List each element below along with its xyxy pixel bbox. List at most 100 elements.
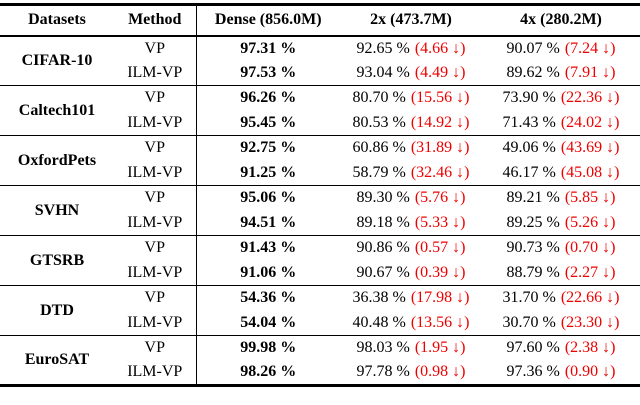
dense-accuracy: 54.36 % xyxy=(240,289,297,307)
table-row: ILM-VP 94.51 % 89.18 % (5.33 ↓) 89.25 % (5… xyxy=(0,210,640,236)
table-row: ILM-VP 91.06 % 90.67 % (0.39 ↓) 88.79 % (2… xyxy=(0,260,640,286)
2x-accuracy-cell: 40.48 % (13.56 ↓) xyxy=(340,311,482,336)
2x-accuracy-cell: 89.30 % (5.76 ↓) xyxy=(340,186,482,211)
4x-accuracy: 89.21 % xyxy=(506,189,560,207)
4x-accuracy-cell: 97.60 % (2.38 ↓) xyxy=(482,336,640,361)
2x-accuracy: 80.70 % xyxy=(352,89,406,107)
table-row: ILM-VP 98.26 % 97.78 % (0.98 ↓) 97.36 % (0… xyxy=(0,360,640,386)
4x-accuracy-cell: 73.90 % (22.36 ↓) xyxy=(482,86,640,111)
table-row: ILM-VP 95.45 % 80.53 % (14.92 ↓) 71.43 %(… xyxy=(0,110,640,136)
header-datasets: Datasets xyxy=(28,11,86,29)
dense-accuracy: 91.25 % xyxy=(240,163,297,181)
4x-accuracy-cell: 88.79 % (2.27 ↓) xyxy=(482,261,640,286)
2x-accuracy-cell: 92.65 % (4.66 ↓) xyxy=(340,36,482,61)
2x-accuracy-cell: 90.67 % (0.39 ↓) xyxy=(340,261,482,286)
2x-drop: (0.39 ↓) xyxy=(414,263,466,281)
dataset-name: GTSRB xyxy=(29,251,85,269)
2x-accuracy-cell: 98.03 % (1.95 ↓) xyxy=(340,336,482,361)
2x-drop: (17.98 ↓) xyxy=(410,289,470,307)
2x-accuracy: 89.18 % xyxy=(356,213,410,231)
2x-accuracy: 40.48 % xyxy=(352,313,406,331)
4x-accuracy: 90.07 % xyxy=(506,39,560,57)
4x-accuracy-cell: 30.70 % (23.30 ↓) xyxy=(482,311,640,336)
2x-accuracy-cell: 36.38 % (17.98 ↓) xyxy=(340,286,482,311)
4x-accuracy-cell: 89.25 % (5.26 ↓) xyxy=(482,211,640,236)
4x-drop: (7.91 ↓) xyxy=(564,63,616,81)
dense-accuracy: 99.98 % xyxy=(240,339,297,357)
table-row: EuroSAT VP 99.98 % 98.03 % (1.95 ↓) 97.60… xyxy=(0,335,640,368)
method-label: VP xyxy=(114,85,197,111)
paper-table-figure: Datasets Method Dense (856.0M) 2x (473.7… xyxy=(0,3,640,387)
method-label: ILM-VP xyxy=(114,310,197,336)
4x-drop: (24.02 ↓) xyxy=(560,113,620,131)
4x-accuracy: 49.06 % xyxy=(502,139,556,157)
2x-accuracy: 58.79 % xyxy=(352,163,406,181)
4x-accuracy: 71.43 % xyxy=(502,113,556,131)
table-row: CIFAR-10 VP 97.31 % 92.65 % (4.66 ↓) 90.0… xyxy=(0,35,640,69)
table-row: GTSRB VP 91.43 % 90.86 % (0.57 ↓) 90.73 %… xyxy=(0,235,640,269)
2x-drop: (4.49 ↓) xyxy=(414,63,466,81)
2x-drop: (14.92 ↓) xyxy=(410,113,470,131)
header-method: Method xyxy=(114,4,197,36)
2x-accuracy: 98.03 % xyxy=(356,339,410,357)
method-label: VP xyxy=(114,335,197,361)
method-label: VP xyxy=(114,285,197,311)
method-label: ILM-VP xyxy=(114,260,197,286)
4x-accuracy: 46.17 % xyxy=(502,163,556,181)
dataset-name: Caltech101 xyxy=(18,101,96,119)
4x-drop: (5.85 ↓) xyxy=(564,189,616,207)
4x-drop: (0.70 ↓) xyxy=(564,239,616,257)
4x-drop: (2.38 ↓) xyxy=(564,339,616,357)
header-4x: 4x (280.2M) xyxy=(520,11,602,29)
2x-accuracy-cell: 90.86 % (0.57 ↓) xyxy=(340,236,482,261)
table-row: ILM-VP 91.25 % 58.79 % (32.46 ↓) 46.17 %(… xyxy=(0,160,640,186)
2x-accuracy-cell: 58.79 % (32.46 ↓) xyxy=(340,161,482,186)
dense-accuracy: 91.43 % xyxy=(240,239,297,257)
2x-accuracy: 80.53 % xyxy=(352,113,406,131)
table-row: SVHN VP 95.06 % 89.30 % (5.76 ↓) 89.21 %(… xyxy=(0,185,640,219)
method-label: VP xyxy=(114,135,197,161)
table-row: ILM-VP 54.04 % 40.48 % (13.56 ↓) 30.70 %(… xyxy=(0,310,640,336)
2x-accuracy-cell: 93.04 % (4.49 ↓) xyxy=(340,61,482,86)
2x-drop: (0.98 ↓) xyxy=(414,363,466,381)
results-table: Datasets Method Dense (856.0M) 2x (473.7… xyxy=(0,3,640,387)
4x-drop: (0.90 ↓) xyxy=(564,363,616,381)
4x-drop: (22.36 ↓) xyxy=(560,89,620,107)
method-label: VP xyxy=(114,35,197,61)
4x-accuracy-cell: 89.62 % (7.91 ↓) xyxy=(482,61,640,86)
4x-accuracy: 97.36 % xyxy=(506,363,560,381)
2x-drop: (15.56 ↓) xyxy=(410,89,470,107)
2x-drop: (31.89 ↓) xyxy=(410,139,470,157)
dense-accuracy: 94.51 % xyxy=(240,213,297,231)
4x-accuracy-cell: 31.70 % (22.66 ↓) xyxy=(482,286,640,311)
2x-drop: (0.57 ↓) xyxy=(414,239,466,257)
4x-accuracy-cell: 90.07 % (7.24 ↓) xyxy=(482,36,640,61)
4x-drop: (23.30 ↓) xyxy=(560,313,620,331)
dataset-name: OxfordPets xyxy=(17,151,97,169)
2x-accuracy: 93.04 % xyxy=(356,63,410,81)
method-label: ILM-VP xyxy=(114,60,197,86)
dataset-name: EuroSAT xyxy=(24,351,90,368)
table-row: Caltech101 VP 96.26 % 80.70 % (15.56 ↓) 7… xyxy=(0,85,640,119)
4x-accuracy: 89.62 % xyxy=(506,63,560,81)
dense-accuracy: 54.04 % xyxy=(240,313,297,331)
dataset-name: SVHN xyxy=(34,201,80,219)
2x-accuracy: 36.38 % xyxy=(352,289,406,307)
method-label: VP xyxy=(114,235,197,261)
header-2x: 2x (473.7M) xyxy=(370,11,452,29)
4x-drop: (2.27 ↓) xyxy=(564,263,616,281)
header-row: Datasets Method Dense (856.0M) 2x (473.7… xyxy=(0,4,640,36)
dataset-name: CIFAR-10 xyxy=(21,51,93,69)
4x-accuracy-cell: 89.21 % (5.85 ↓) xyxy=(482,186,640,211)
4x-accuracy: 73.90 % xyxy=(502,89,556,107)
method-label: ILM-VP xyxy=(114,360,197,386)
2x-accuracy: 97.78 % xyxy=(356,363,410,381)
4x-accuracy: 88.79 % xyxy=(506,263,560,281)
2x-drop: (5.76 ↓) xyxy=(414,189,466,207)
method-label: ILM-VP xyxy=(114,110,197,136)
dense-accuracy: 95.06 % xyxy=(240,189,297,207)
method-label: ILM-VP xyxy=(114,160,197,186)
2x-accuracy: 90.86 % xyxy=(356,239,410,257)
4x-accuracy: 89.25 % xyxy=(506,213,560,231)
table-row: OxfordPets VP 92.75 % 60.86 % (31.89 ↓) 4… xyxy=(0,135,640,169)
